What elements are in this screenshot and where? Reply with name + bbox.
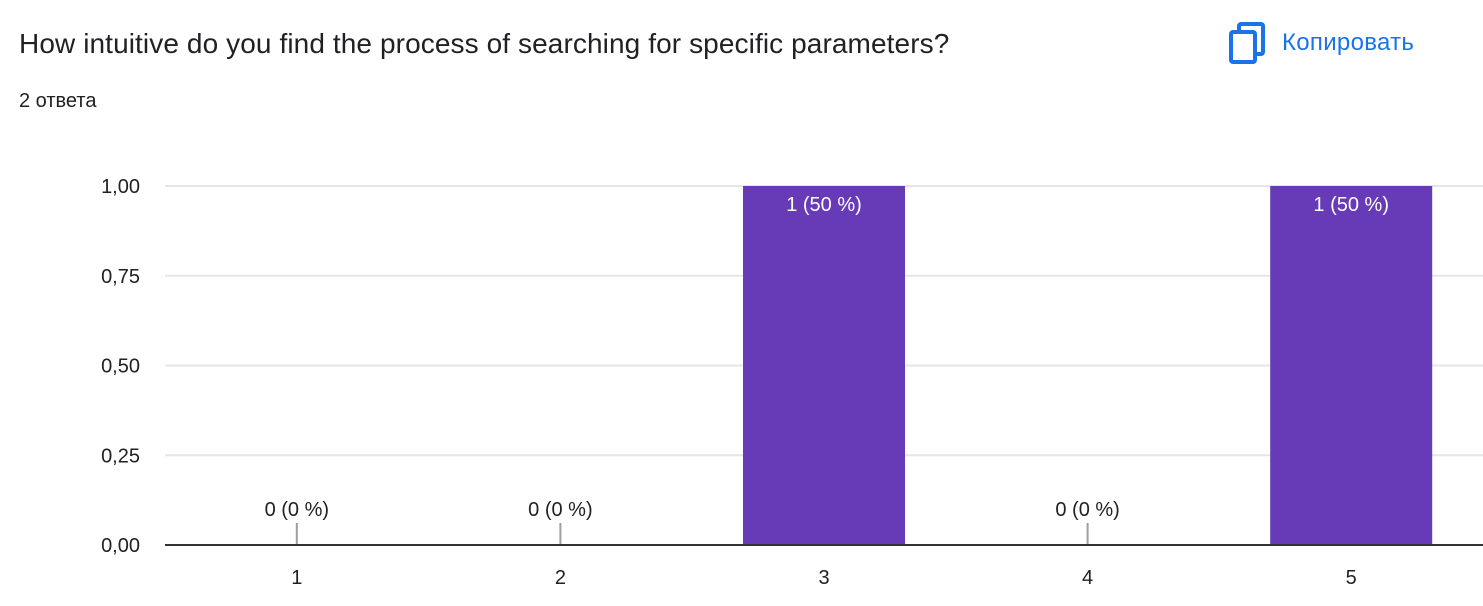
x-tick-label: 2 — [555, 567, 566, 589]
y-tick-label: 0,50 — [101, 356, 140, 378]
bar-chart: 0,00 0,25 0,50 0,75 1,00 0 (0 %) 1 0 (0 %) 2 1 (5… — [101, 176, 1483, 589]
response-count: 2 ответа — [19, 90, 97, 112]
x-tick-label: 3 — [818, 567, 829, 589]
bar-3[interactable] — [743, 186, 905, 545]
bar-5[interactable] — [1270, 186, 1433, 545]
y-tick-label: 0,25 — [101, 445, 140, 467]
data-label: 1 (50 %) — [786, 194, 862, 216]
y-tick-label: 0,00 — [101, 535, 140, 557]
x-tick-label: 1 — [291, 567, 302, 589]
copy-button[interactable]: Копировать — [1222, 18, 1420, 68]
y-tick-label: 1,00 — [101, 176, 140, 198]
question-title: How intuitive do you find the process of… — [19, 28, 950, 59]
data-label: 0 (0 %) — [528, 499, 592, 521]
data-label: 0 (0 %) — [265, 499, 329, 521]
data-label: 0 (0 %) — [1055, 499, 1119, 521]
x-tick-label: 5 — [1346, 567, 1357, 589]
copy-label: Копировать — [1282, 29, 1415, 56]
x-tick-label: 4 — [1082, 567, 1093, 589]
y-tick-label: 0,75 — [101, 266, 140, 288]
data-label: 1 (50 %) — [1313, 194, 1389, 216]
copy-icon — [1228, 21, 1266, 65]
